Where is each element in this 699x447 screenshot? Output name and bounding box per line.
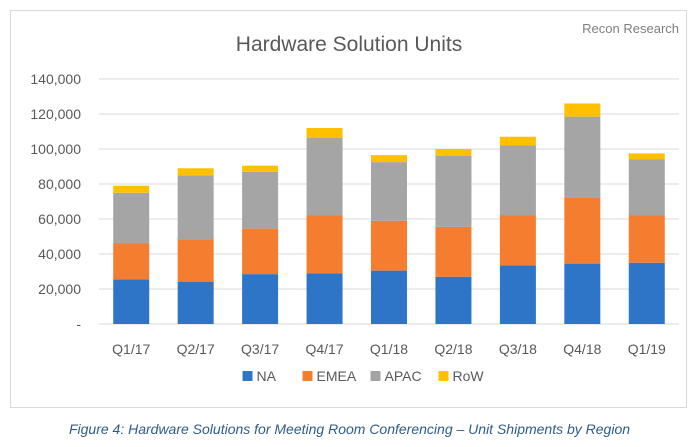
bar-emea-q4-18 (564, 198, 601, 264)
x-tick-label: Q4/17 (305, 341, 343, 357)
bar-emea-q3-18 (499, 215, 536, 266)
legend-swatch-row (438, 371, 449, 381)
x-tick-label: Q1/17 (112, 341, 150, 357)
bar-apac-q4-18 (564, 116, 601, 198)
y-tick-label: 140,000 (30, 71, 81, 87)
x-tick-label: Q4/18 (563, 341, 601, 357)
bar-row-q1-17 (113, 185, 150, 193)
legend-label-na: NA (257, 368, 277, 384)
bar-na-q4-17 (306, 273, 343, 324)
bar-na-q1-19 (628, 262, 665, 324)
bar-row-q2-17 (177, 168, 214, 176)
legend-swatch-emea (302, 371, 313, 381)
y-tick-label: 120,000 (30, 106, 81, 122)
y-tick-label: - (76, 316, 81, 332)
bar-apac-q3-17 (242, 171, 279, 229)
legend-swatch-na (242, 371, 253, 381)
bar-row-q3-17 (242, 165, 279, 172)
legend-swatch-apac (370, 371, 381, 381)
bar-emea-q2-18 (435, 226, 472, 277)
chart-title: Hardware Solution Units (236, 33, 462, 56)
bar-na-q4-18 (564, 263, 601, 324)
y-tick-label: 20,000 (38, 281, 81, 297)
source-label: Recon Research (582, 21, 679, 36)
bar-row-q1-19 (628, 153, 665, 160)
bar-emea-q2-17 (177, 239, 214, 282)
bar-emea-q1-17 (113, 243, 150, 280)
bar-emea-q1-19 (628, 215, 665, 263)
bar-row-q4-18 (564, 103, 601, 117)
bar-emea-q1-18 (371, 220, 407, 271)
legend-label-row: RoW (453, 368, 485, 384)
bar-row-q2-18 (435, 149, 472, 156)
bar-apac-q4-17 (306, 137, 343, 216)
bar-apac-q1-18 (371, 162, 407, 221)
bar-apac-q3-18 (499, 145, 536, 216)
bar-row-q3-18 (499, 136, 536, 146)
x-tick-label: Q3/17 (241, 341, 279, 357)
x-tick-label: Q2/18 (434, 341, 472, 357)
x-tick-label: Q2/17 (177, 341, 215, 357)
bar-apac-q1-19 (628, 159, 665, 216)
bar-na-q3-18 (499, 265, 536, 324)
x-tick-label: Q1/18 (370, 341, 408, 357)
x-tick-label: Q3/18 (499, 341, 537, 357)
bar-row-q1-18 (371, 155, 407, 163)
y-tick-label: 60,000 (38, 211, 81, 227)
bar-na-q2-18 (435, 276, 472, 324)
x-tick-label: Q1/19 (628, 341, 666, 357)
bar-row-q4-17 (306, 128, 343, 138)
y-tick-label: 80,000 (38, 176, 81, 192)
bar-apac-q2-17 (177, 175, 214, 240)
bar-na-q2-17 (177, 282, 214, 324)
y-tick-label: 100,000 (30, 141, 81, 157)
y-tick-label: 40,000 (38, 246, 81, 262)
bar-apac-q2-18 (435, 156, 472, 227)
stacked-bar-chart: Hardware Solution Units Recon Research -… (30, 21, 679, 384)
chart-frame: Hardware Solution Units Recon Research -… (10, 10, 687, 408)
bar-na-q1-18 (371, 270, 407, 324)
bar-na-q1-17 (113, 279, 150, 324)
bar-na-q3-17 (242, 274, 279, 324)
bar-apac-q1-17 (113, 192, 150, 244)
bar-emea-q4-17 (306, 215, 343, 274)
legend-label-emea: EMEA (317, 368, 357, 384)
bar-emea-q3-17 (242, 228, 279, 275)
legend-label-apac: APAC (385, 368, 422, 384)
figure-caption: Figure 4: Hardware Solutions for Meeting… (68, 421, 631, 437)
